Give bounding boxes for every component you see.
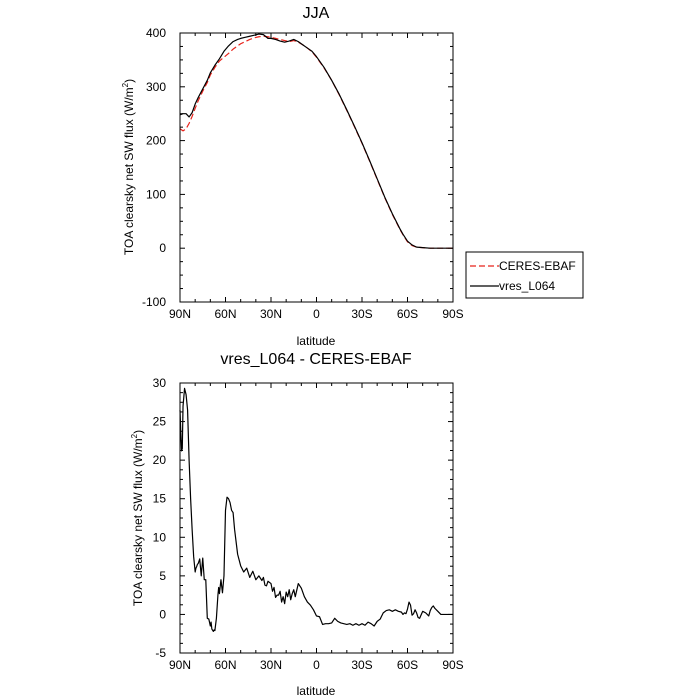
top-x-tick-label: 30N — [260, 307, 282, 321]
top-y-axis-label-main: TOA clearsky net SW flux (W/m — [122, 87, 136, 255]
top-x-axis-label: latitude — [297, 334, 336, 348]
bottom-y-axis-label-close: ) — [131, 430, 145, 434]
bottom-x-tick-label: 0 — [313, 658, 320, 672]
bottom-x-tick-label: 60N — [214, 658, 236, 672]
top-x-tick-label: 30S — [351, 307, 372, 321]
bottom-x-tick-label: 30S — [351, 658, 372, 672]
legend-label-ceres-ebaf: CERES-EBAF — [499, 259, 576, 273]
top-y-tick-label: 400 — [146, 26, 166, 40]
bottom-panel: vres_L064 - CERES-EBAF 90N 60N 30N 0 30S 60S 9… — [130, 351, 464, 698]
bottom-y-tick-label: 10 — [153, 530, 167, 544]
top-series-vres-l064 — [179, 33, 453, 249]
bottom-x-tick-label: 90S — [442, 658, 463, 672]
top-y-axis-label: TOA clearsky net SW flux (W/m2) — [121, 79, 136, 255]
bottom-y-axis-label-sup: 2 — [130, 433, 139, 438]
bottom-axis-ticks: 90N 60N 30N 0 30S 60S 90S -5 0 5 10 15 20 25 30 — [153, 376, 464, 672]
top-x-tick-label: 60N — [214, 307, 236, 321]
top-y-tick-label: 100 — [146, 187, 166, 201]
top-series-ceres-ebaf — [179, 35, 453, 249]
top-y-axis-label-close: ) — [122, 79, 136, 83]
bottom-plot-frame — [179, 382, 454, 654]
bottom-y-tick-label: 5 — [159, 569, 166, 583]
top-y-axis-label-sup: 2 — [121, 82, 130, 87]
bottom-chart-title: vres_L064 - CERES-EBAF — [220, 351, 411, 368]
top-axis-ticks: 90N 60N 30N 0 30S 60S 90S -100 0 100 200 300 400 — [142, 26, 464, 321]
top-x-tick-label: 90N — [169, 307, 191, 321]
top-x-tick-label: 0 — [313, 307, 320, 321]
top-y-tick-label: 200 — [146, 134, 166, 148]
bottom-y-tick-label: 15 — [153, 492, 167, 506]
bottom-series-lines — [179, 387, 453, 633]
bottom-y-tick-label: 25 — [153, 415, 167, 429]
top-y-tick-label: -100 — [142, 295, 166, 309]
top-chart-title: JJA — [303, 5, 330, 22]
top-x-tick-label: 90S — [442, 307, 463, 321]
bottom-y-tick-label: 0 — [159, 607, 166, 621]
top-series-lines — [179, 33, 453, 249]
bottom-x-tick-label: 60S — [397, 658, 418, 672]
bottom-series-vres-l064-ceres-ebaf — [179, 387, 453, 633]
bottom-x-axis-label: latitude — [297, 684, 336, 698]
top-legend: CERES-EBAF vres_L064 — [465, 251, 584, 299]
bottom-y-tick-label: 30 — [153, 376, 167, 390]
top-plot-frame — [179, 32, 454, 303]
top-x-tick-label: 60S — [397, 307, 418, 321]
bottom-x-tick-label: 30N — [260, 658, 282, 672]
bottom-y-tick-label: 20 — [153, 453, 167, 467]
top-panel: JJA 90N 60N 30N 0 30S 60S 90S -100 0 100 200 300 400… — [121, 5, 584, 348]
legend-box — [465, 251, 584, 299]
top-y-tick-label: 300 — [146, 80, 166, 94]
top-y-tick-label: 0 — [159, 241, 166, 255]
bottom-y-tick-label: -5 — [155, 646, 166, 660]
bottom-y-axis-label-main: TOA clearsky net SW flux (W/m — [131, 438, 145, 606]
bottom-x-tick-label: 90N — [169, 658, 191, 672]
legend-label-vres-l064: vres_L064 — [499, 279, 555, 293]
bottom-y-axis-label: TOA clearsky net SW flux (W/m2) — [130, 430, 145, 606]
